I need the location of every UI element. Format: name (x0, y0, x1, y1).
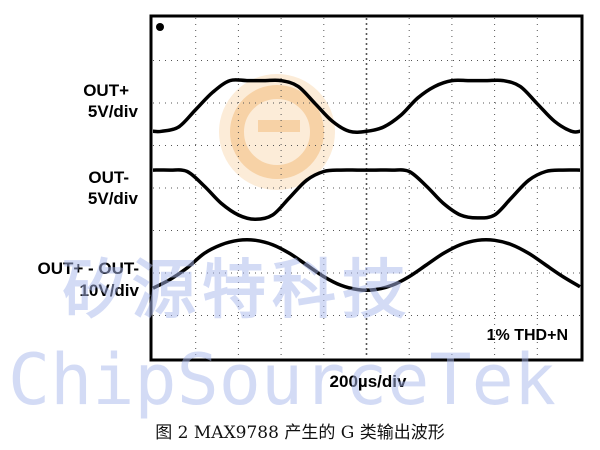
figure-caption: 图 2 MAX9788 产生的 G 类输出波形 (155, 423, 444, 443)
scope-grid (153, 18, 580, 358)
trace-channel-3 (152, 238, 581, 292)
channel-3-name: OUT+ - OUT- (37, 259, 139, 278)
waveform-traces (152, 78, 581, 292)
timebase-label: 200µs/div (330, 372, 407, 391)
channel-1-name: OUT+ (83, 81, 129, 100)
channel-2-name: OUT- (88, 168, 129, 187)
trace-channel-1 (152, 78, 581, 135)
channel-2-scale: 5V/div (88, 189, 139, 208)
watermark-logo (219, 74, 335, 190)
trace-channel-2 (152, 168, 581, 222)
watermark-english: ChipSourceTek (8, 339, 556, 421)
marker-dot (156, 23, 164, 31)
thd-annotation: 1% THD+N (487, 327, 568, 344)
channel-3-scale: 10V/div (79, 281, 139, 300)
channel-1-scale: 5V/div (88, 102, 139, 121)
watermark-chinese: 矽源特科技 (62, 254, 412, 328)
scope-frame (149, 14, 584, 362)
